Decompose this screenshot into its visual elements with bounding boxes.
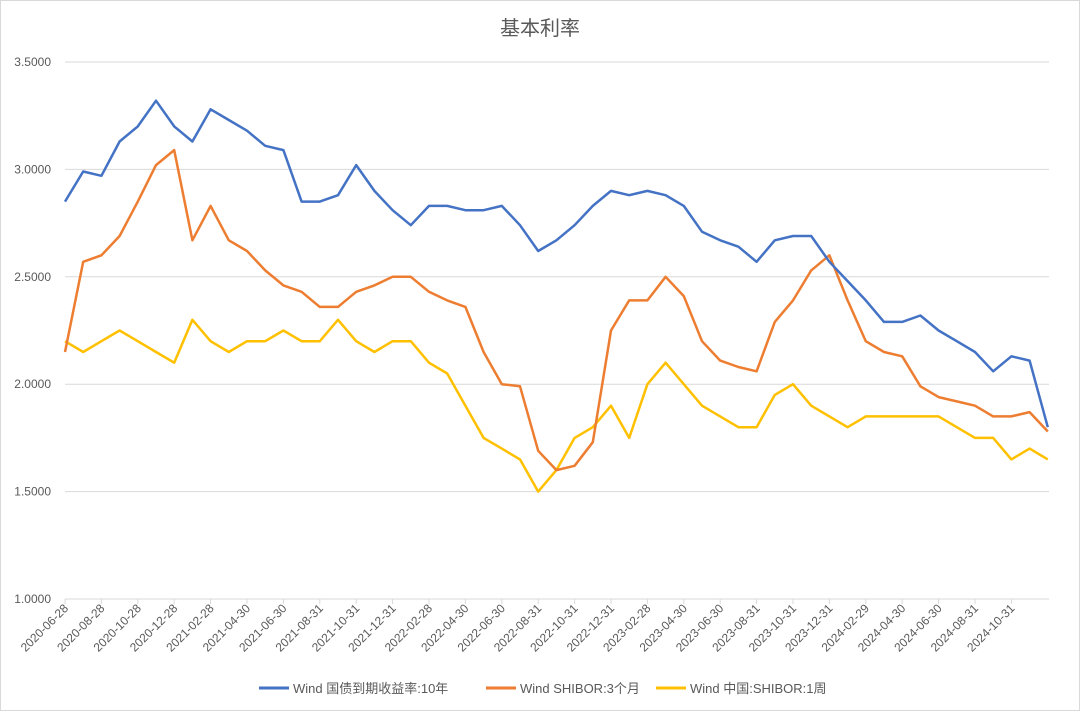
x-axis: 2020-06-282020-08-282020-10-282020-12-28… bbox=[18, 599, 1018, 655]
legend-label: Wind SHIBOR:3个月 bbox=[520, 681, 640, 696]
series-line-2 bbox=[64, 318, 1049, 493]
y-tick-label: 1.5000 bbox=[14, 485, 51, 499]
legend-label: Wind 中国:SHIBOR:1周 bbox=[690, 681, 827, 696]
y-tick-label: 3.5000 bbox=[14, 55, 51, 69]
series-line-0 bbox=[63, 99, 1050, 428]
chart-title: 基本利率 bbox=[500, 17, 580, 40]
series-lines bbox=[63, 99, 1050, 493]
y-tick-label: 1.0000 bbox=[14, 592, 51, 606]
gridlines bbox=[65, 61, 1049, 600]
y-tick-label: 3.0000 bbox=[14, 162, 51, 176]
y-tick-label: 2.5000 bbox=[14, 270, 51, 284]
y-tick-label: 2.0000 bbox=[14, 377, 51, 391]
legend: Wind 国债到期收益率:10年 Wind SHIBOR:3个月 Wind 中国:S… bbox=[259, 681, 827, 696]
series-line-1 bbox=[63, 148, 1049, 472]
y-axis: 1.0000 1.5000 2.0000 2.5000 3.0000 3.5000 bbox=[14, 55, 51, 606]
legend-label: Wind 国债到期收益率:10年 bbox=[293, 681, 448, 696]
